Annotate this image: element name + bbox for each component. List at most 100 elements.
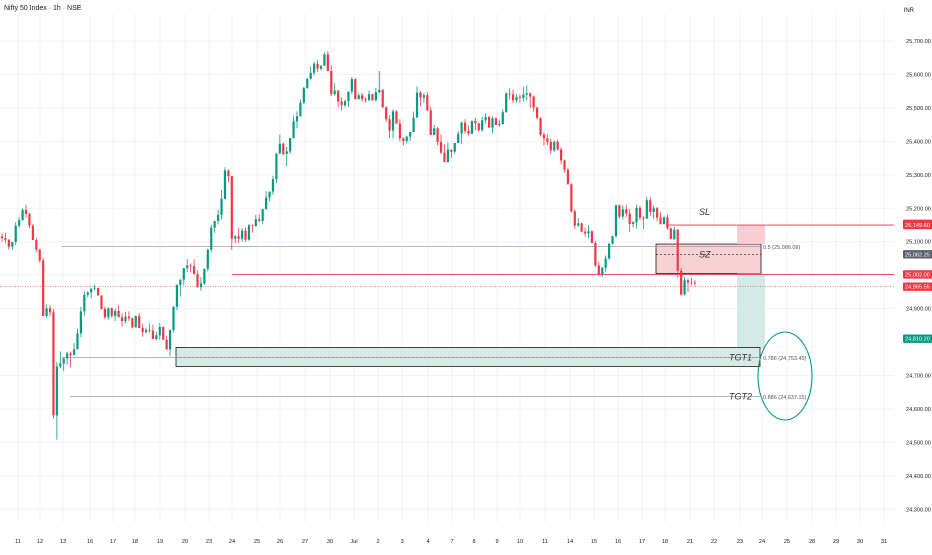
candle-body[interactable]	[316, 63, 319, 69]
candle-body[interactable]	[686, 280, 690, 283]
candle-body[interactable]	[241, 230, 244, 239]
candle-body[interactable]	[278, 143, 281, 154]
candle-body[interactable]	[103, 308, 106, 318]
candle-body[interactable]	[659, 217, 662, 224]
candle-body[interactable]	[179, 279, 182, 285]
candle-body[interactable]	[662, 217, 666, 224]
candle-body[interactable]	[45, 308, 48, 316]
candle-body[interactable]	[638, 207, 642, 218]
candle-body[interactable]	[563, 160, 566, 170]
candle-body[interactable]	[151, 330, 155, 340]
candle-body[interactable]	[127, 316, 131, 319]
candle-body[interactable]	[192, 266, 196, 275]
candles[interactable]	[0, 51, 696, 440]
candle-body[interactable]	[31, 225, 34, 241]
candle-body[interactable]	[460, 122, 463, 134]
candle-body[interactable]	[436, 128, 439, 143]
candle-body[interactable]	[0, 236, 4, 239]
candle-body[interactable]	[295, 116, 299, 122]
candle-body[interactable]	[501, 112, 504, 124]
candle-body[interactable]	[457, 133, 460, 144]
candle-body[interactable]	[134, 315, 137, 328]
candle-body[interactable]	[247, 225, 251, 240]
candle-body[interactable]	[446, 149, 449, 163]
candle-body[interactable]	[635, 207, 638, 223]
candle-body[interactable]	[477, 123, 480, 131]
candle-body[interactable]	[498, 123, 501, 125]
candle-body[interactable]	[144, 330, 148, 333]
candle-body[interactable]	[508, 93, 511, 95]
candle-body[interactable]	[529, 93, 532, 97]
candle-body[interactable]	[484, 116, 487, 121]
candle-body[interactable]	[213, 220, 216, 228]
candle-body[interactable]	[254, 219, 257, 226]
candle-body[interactable]	[570, 184, 573, 212]
candle-body[interactable]	[90, 288, 93, 293]
candle-body[interactable]	[289, 138, 292, 152]
candle-body[interactable]	[18, 220, 21, 226]
candle-body[interactable]	[539, 117, 542, 135]
candle-body[interactable]	[333, 90, 336, 95]
candle-body[interactable]	[409, 131, 412, 137]
candle-body[interactable]	[110, 308, 113, 316]
candle-body[interactable]	[86, 292, 89, 295]
candle-body[interactable]	[48, 308, 52, 313]
candle-body[interactable]	[453, 143, 456, 152]
candle-body[interactable]	[481, 120, 484, 131]
candle-body[interactable]	[594, 243, 597, 266]
candle-body[interactable]	[419, 92, 422, 98]
candle-body[interactable]	[69, 353, 72, 356]
candle-body[interactable]	[402, 138, 405, 142]
candle-body[interactable]	[313, 63, 316, 73]
candle-body[interactable]	[237, 236, 240, 239]
candle-body[interactable]	[367, 94, 371, 101]
candle-body[interactable]	[549, 142, 552, 151]
candle-body[interactable]	[426, 95, 429, 111]
candle-body[interactable]	[114, 310, 117, 316]
candle-body[interactable]	[223, 170, 227, 199]
candle-body[interactable]	[83, 294, 86, 312]
candle-body[interactable]	[450, 149, 453, 152]
candle-body[interactable]	[326, 54, 329, 72]
candle-body[interactable]	[186, 265, 189, 269]
candle-body[interactable]	[138, 315, 141, 329]
candle-body[interactable]	[261, 209, 264, 221]
candle-body[interactable]	[511, 94, 515, 101]
candle-body[interactable]	[350, 79, 353, 92]
candle-body[interactable]	[292, 121, 295, 139]
candle-body[interactable]	[168, 330, 172, 350]
candle-body[interactable]	[347, 91, 350, 102]
candle-body[interactable]	[196, 274, 199, 288]
candle-body[interactable]	[131, 318, 134, 328]
candle-body[interactable]	[251, 225, 254, 227]
candle-body[interactable]	[385, 107, 388, 120]
candle-body[interactable]	[230, 176, 233, 239]
candle-body[interactable]	[162, 326, 165, 340]
candle-body[interactable]	[573, 211, 576, 226]
candle-body[interactable]	[66, 353, 69, 359]
candle-body[interactable]	[415, 92, 419, 118]
candle-body[interactable]	[175, 284, 179, 307]
candle-body[interactable]	[535, 107, 539, 118]
candle-body[interactable]	[337, 90, 340, 102]
candle-body[interactable]	[72, 349, 76, 356]
candle-body[interactable]	[244, 230, 247, 240]
candle-body[interactable]	[673, 229, 676, 240]
candle-body[interactable]	[354, 79, 357, 100]
candle-body[interactable]	[525, 93, 528, 95]
candle-body[interactable]	[227, 170, 230, 177]
candle-body[interactable]	[282, 143, 285, 155]
candle-body[interactable]	[422, 95, 425, 98]
candle-body[interactable]	[676, 229, 679, 271]
candle-body[interactable]	[645, 200, 648, 219]
candle-body[interactable]	[309, 72, 312, 79]
candle-body[interactable]	[405, 136, 408, 142]
candle-body[interactable]	[11, 242, 14, 247]
candle-body[interactable]	[439, 142, 443, 153]
candle-body[interactable]	[559, 149, 563, 161]
candle-body[interactable]	[357, 95, 360, 100]
candle-body[interactable]	[371, 94, 374, 101]
candle-body[interactable]	[614, 205, 618, 237]
candle-body[interactable]	[625, 209, 628, 214]
